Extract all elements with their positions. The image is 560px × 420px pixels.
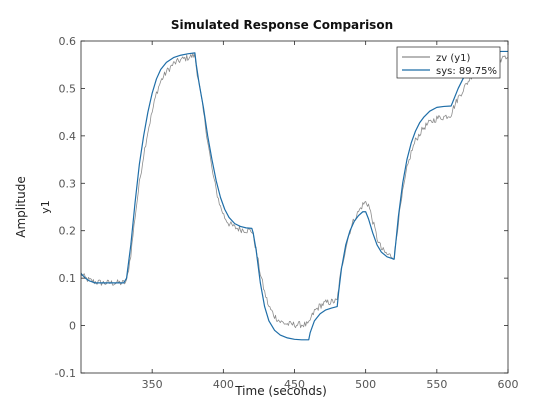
legend: zv (y1) sys: 89.75%	[396, 46, 501, 79]
y-axis-label: Amplitude	[14, 176, 28, 238]
x-tick-label: 450	[284, 378, 305, 391]
x-tick-label: 600	[498, 378, 519, 391]
x-tick-label: 500	[355, 378, 376, 391]
legend-label-sys: sys: 89.75%	[436, 66, 497, 77]
y-tick-label: 0.2	[59, 225, 77, 238]
y-tick-label: 0.3	[59, 177, 77, 190]
y-tick-label: 0.5	[59, 82, 77, 95]
legend-label-zv: zv (y1)	[436, 53, 471, 64]
x-tick-label: 400	[213, 378, 234, 391]
y-tick-label: 0.6	[59, 35, 77, 48]
y-tick-label: 0	[69, 320, 76, 333]
plot-area	[81, 41, 508, 373]
legend-box	[396, 46, 501, 79]
y-tick-label: 0.1	[59, 272, 77, 285]
x-tick-label: 350	[142, 378, 163, 391]
chart-title: Simulated Response Comparison	[171, 18, 393, 32]
series-line-sys	[81, 50, 508, 341]
series-line-zv	[81, 52, 508, 329]
y-tick-label: -0.1	[55, 367, 76, 380]
x-tick-label: 550	[426, 378, 447, 391]
channel-label: y1	[39, 200, 52, 214]
series-layer	[81, 50, 508, 341]
tick-layer: 350 400 450 500 550 600 -0.1 0 0.1 0.2 0.3 0.4 0.5 0.…	[55, 35, 519, 391]
y-tick-label: 0.4	[59, 130, 77, 143]
x-axis-label: Time (seconds)	[234, 384, 327, 398]
